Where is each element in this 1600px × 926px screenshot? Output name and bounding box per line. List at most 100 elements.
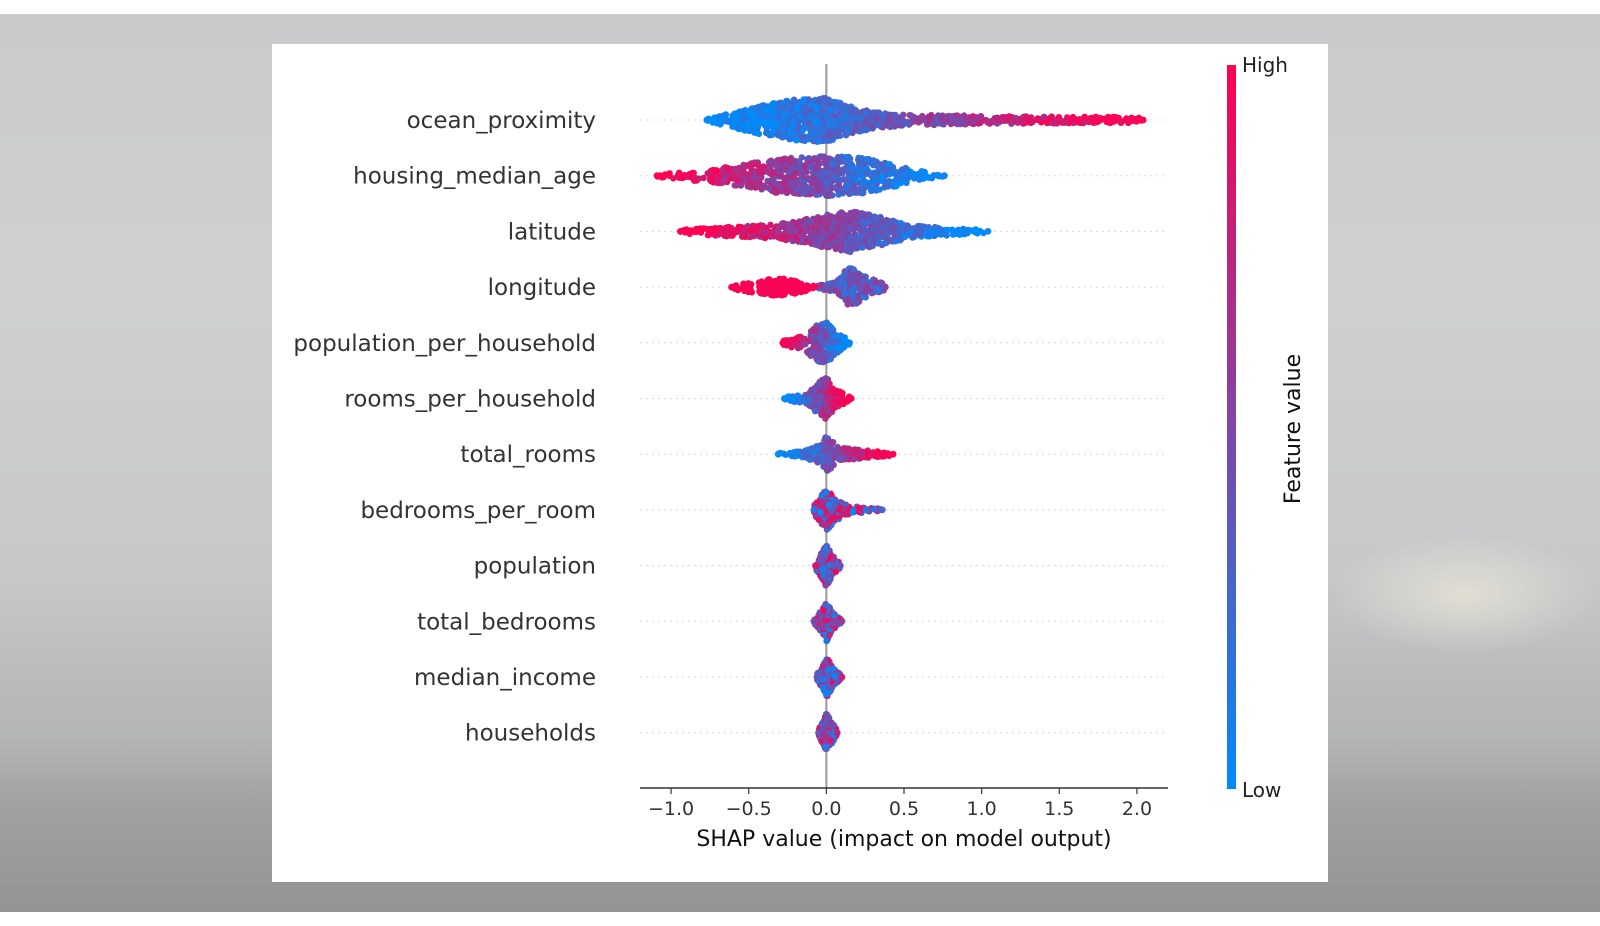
shap-point	[814, 178, 822, 186]
shap-point	[845, 248, 852, 255]
shap-point	[855, 160, 863, 167]
shap-point	[806, 120, 813, 127]
shap-point	[739, 109, 746, 116]
shap-point	[869, 242, 876, 249]
shap-point	[814, 187, 821, 194]
shap-point	[838, 209, 845, 216]
shap-point	[810, 333, 817, 340]
shap-point	[806, 456, 814, 463]
shap-point	[823, 186, 830, 193]
shap-point	[806, 389, 813, 396]
shap-point	[775, 168, 782, 175]
shap-point	[833, 230, 840, 237]
shap-point	[855, 109, 863, 117]
shap-point	[864, 229, 872, 237]
feature-swarm	[779, 319, 853, 366]
shap-point	[820, 499, 827, 506]
shap-point	[801, 162, 808, 170]
shap-point	[806, 402, 814, 409]
shap-point	[938, 229, 945, 237]
shap-point	[825, 132, 832, 139]
shap-point	[828, 225, 835, 232]
shap-point	[831, 562, 838, 570]
feature-swarm	[728, 265, 889, 308]
shap-point	[832, 501, 839, 508]
shap-point	[903, 119, 910, 127]
shap-point	[744, 288, 752, 296]
shap-point	[876, 286, 883, 293]
shap-point	[793, 220, 800, 228]
shap-point	[805, 446, 812, 453]
shap-point	[820, 607, 827, 614]
shap-point	[693, 228, 700, 236]
feature-swarm	[810, 600, 846, 645]
shap-point	[780, 103, 788, 111]
shap-point	[810, 343, 817, 351]
shap-point	[801, 137, 808, 144]
shap-point	[864, 182, 871, 190]
shap-point	[816, 96, 823, 103]
shap-point	[1117, 119, 1125, 127]
shap-point	[948, 118, 955, 126]
shap-point	[849, 509, 856, 516]
shap-point	[807, 129, 815, 136]
shap-point	[891, 238, 899, 245]
shap-point	[865, 449, 872, 456]
shap-point	[844, 122, 852, 129]
shap-point	[870, 157, 877, 164]
shap-point	[712, 232, 719, 239]
shap-point	[847, 395, 855, 402]
shap-point	[900, 221, 907, 229]
shap-point	[721, 111, 728, 119]
shap-point	[834, 337, 841, 344]
shap-point	[828, 284, 835, 292]
feature-swarm	[781, 375, 855, 422]
shap-point	[825, 671, 832, 679]
shap-point	[843, 153, 850, 161]
shap-point	[782, 185, 789, 193]
shap-point	[808, 187, 815, 195]
shap-point	[1104, 114, 1111, 121]
shap-point	[703, 116, 711, 124]
shap-point	[821, 214, 828, 221]
shap-point	[829, 160, 837, 168]
shap-point	[814, 119, 821, 126]
shap-point	[834, 343, 841, 351]
shap-point	[839, 168, 846, 175]
shap-point	[827, 506, 835, 513]
shap-point	[850, 226, 857, 234]
shap-point	[834, 132, 841, 140]
shap-point	[1026, 115, 1033, 123]
shap-point	[888, 120, 895, 127]
shap-point	[977, 113, 985, 120]
shap-point	[737, 285, 744, 292]
shap-point	[812, 562, 819, 569]
shap-point	[835, 455, 843, 462]
shap-point	[721, 225, 728, 233]
shap-point	[823, 179, 831, 186]
shap-point	[1034, 115, 1041, 122]
shap-point	[795, 119, 802, 126]
shap-point	[825, 666, 832, 673]
shap-point	[910, 170, 918, 178]
feature-swarm	[815, 710, 841, 753]
shap-point	[872, 279, 879, 286]
shap-point	[930, 172, 938, 179]
shap-point	[754, 182, 762, 189]
shap-point	[826, 118, 833, 126]
shap-point	[766, 132, 773, 139]
shap-point	[790, 449, 797, 456]
shap-point	[780, 126, 787, 133]
shap-point	[956, 118, 964, 126]
shap-point	[825, 465, 832, 472]
shap-point	[849, 211, 856, 219]
shap-point	[844, 128, 851, 135]
feature-swarm	[812, 542, 844, 589]
shap-point	[786, 106, 794, 113]
shap-point	[824, 389, 831, 397]
shap-point	[751, 123, 758, 130]
shap-point	[830, 389, 838, 396]
shap-point	[836, 399, 844, 407]
shap-point	[812, 103, 820, 110]
shap-point	[916, 231, 924, 238]
